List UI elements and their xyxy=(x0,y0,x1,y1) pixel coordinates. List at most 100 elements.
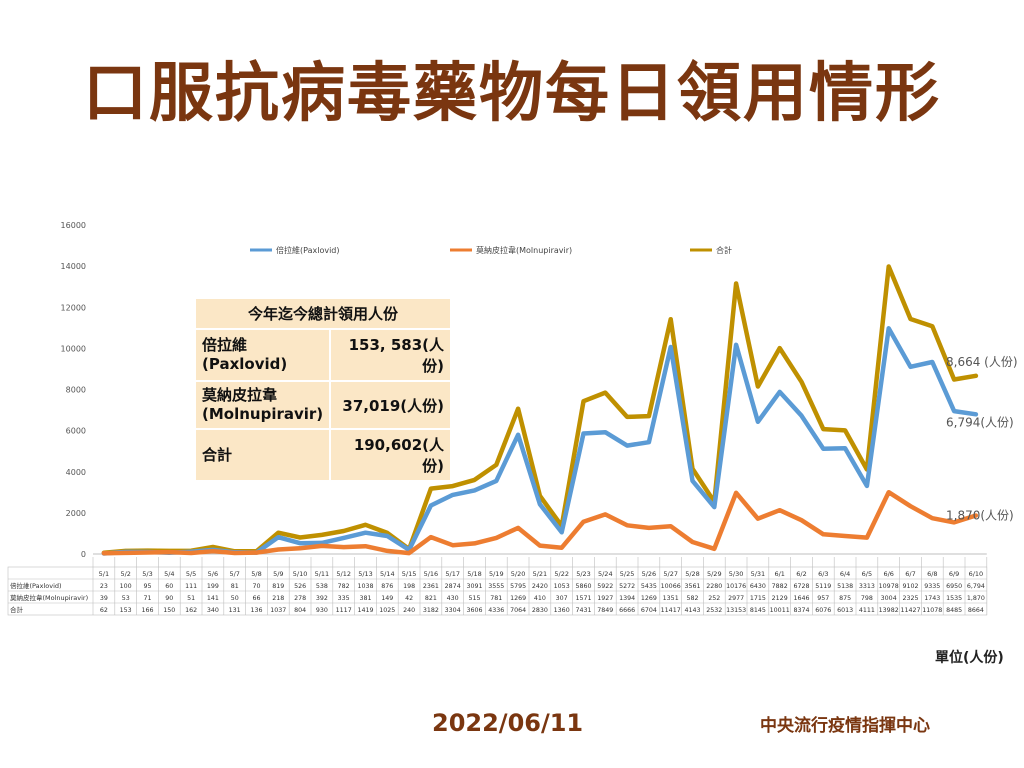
data-table-cell: 11427 xyxy=(900,607,920,614)
data-table-cell: 6728 xyxy=(793,583,809,590)
legend-label: 莫納皮拉韋(Molnupiravir) xyxy=(476,245,572,255)
x-category-label: 5/10 xyxy=(293,570,308,578)
y-tick-label: 0 xyxy=(81,550,86,559)
data-table-cell: 5138 xyxy=(837,583,853,590)
data-table-cell: 81 xyxy=(231,583,239,590)
data-table-cell: 136 xyxy=(250,607,262,614)
x-category-label: 5/11 xyxy=(315,570,330,578)
x-category-label: 5/8 xyxy=(251,570,261,578)
page-title: 口服抗病毒藥物每日領用情形 xyxy=(83,57,941,131)
data-table-cell: 4336 xyxy=(488,607,504,614)
data-table-series-label: 倍拉維(Paxlovid) xyxy=(10,581,62,590)
x-category-label: 5/27 xyxy=(663,570,678,578)
data-table-cell: 875 xyxy=(839,595,851,602)
data-table-cell: 3182 xyxy=(423,607,439,614)
data-table-cell: 3004 xyxy=(881,595,897,602)
x-category-label: 5/19 xyxy=(489,570,504,578)
data-table-cell: 153 xyxy=(120,607,132,614)
data-table-cell: 8374 xyxy=(793,607,809,614)
data-table-cell: 6076 xyxy=(815,607,831,614)
x-category-label: 6/5 xyxy=(862,570,872,578)
x-category-label: 5/29 xyxy=(707,570,722,578)
data-table-cell: 1715 xyxy=(750,595,766,602)
data-table-cell: 6666 xyxy=(619,607,635,614)
data-table-cell: 11078 xyxy=(922,607,942,614)
x-category-label: 5/16 xyxy=(424,570,439,578)
data-table-cell: 1646 xyxy=(793,595,809,602)
data-table-cell: 5795 xyxy=(510,583,526,590)
data-table-cell: 199 xyxy=(207,583,219,590)
data-table-cell: 335 xyxy=(338,595,350,602)
data-table-cell: 162 xyxy=(185,607,197,614)
summary-row-paxlovid: 倍拉維 (Paxlovid) 153, 583(人份) xyxy=(196,330,450,380)
x-category-label: 5/14 xyxy=(380,570,395,578)
data-table-cell: 1269 xyxy=(641,595,657,602)
x-category-label: 6/6 xyxy=(883,570,893,578)
data-table-cell: 6430 xyxy=(750,583,766,590)
data-table-cell: 252 xyxy=(708,595,720,602)
data-table-cell: 1419 xyxy=(357,607,373,614)
legend-label: 倍拉維(Paxlovid) xyxy=(276,245,340,255)
data-table-cell: 51 xyxy=(187,595,195,602)
data-table-cell: 957 xyxy=(817,595,829,602)
data-table-cell: 6704 xyxy=(641,607,657,614)
data-table-cell: 4143 xyxy=(684,607,700,614)
data-table-cell: 1038 xyxy=(357,583,373,590)
data-table-cell: 381 xyxy=(359,595,371,602)
data-table-cell: 1351 xyxy=(663,595,679,602)
data-table-cell: 9102 xyxy=(902,583,918,590)
summary-label-molnupiravir: 莫納皮拉韋 (Molnupiravir) xyxy=(196,382,330,428)
data-table-cell: 8145 xyxy=(750,607,766,614)
data-table-cell: 90 xyxy=(165,595,173,602)
data-table-cell: 2532 xyxy=(706,607,722,614)
data-table-cell: 821 xyxy=(425,595,437,602)
data-table-cell: 278 xyxy=(294,595,306,602)
y-tick-label: 14000 xyxy=(61,262,86,271)
summary-value-total: 190,602(人份) xyxy=(329,430,450,480)
data-table-cell: 42 xyxy=(405,595,413,602)
data-table-cell: 111 xyxy=(185,583,197,590)
summary-value-paxlovid: 153, 583(人份) xyxy=(329,330,450,380)
data-table-cell: 2361 xyxy=(423,583,439,590)
data-table-cell: 7882 xyxy=(772,583,788,590)
data-table-cell: 798 xyxy=(861,595,873,602)
x-category-label: 5/20 xyxy=(511,570,526,578)
data-table-cell: 340 xyxy=(207,607,219,614)
data-table-cell: 5860 xyxy=(575,583,591,590)
data-table-cell: 410 xyxy=(534,595,546,602)
series-end-label: 8,664 (人份) xyxy=(946,355,1018,369)
data-table-cell: 2420 xyxy=(532,583,548,590)
data-table-cell: 11417 xyxy=(661,607,681,614)
data-table-cell: 2977 xyxy=(728,595,744,602)
data-table-cell: 1743 xyxy=(924,595,940,602)
data-table-cell: 5922 xyxy=(597,583,613,590)
summary-label-total: 合計 xyxy=(196,430,330,480)
unit-label: 單位(人份) xyxy=(935,650,1004,666)
x-category-label: 5/18 xyxy=(467,570,482,578)
data-table-cell: 2874 xyxy=(445,583,461,590)
x-category-label: 5/12 xyxy=(336,570,351,578)
x-category-label: 6/3 xyxy=(818,570,828,578)
data-table-cell: 5435 xyxy=(641,583,657,590)
data-table-cell: 13153 xyxy=(726,607,746,614)
data-table-cell: 2830 xyxy=(532,607,548,614)
data-table-cell: 71 xyxy=(143,595,151,602)
x-category-label: 5/30 xyxy=(729,570,744,578)
y-tick-label: 16000 xyxy=(61,221,86,230)
data-table-cell: 3304 xyxy=(445,607,461,614)
x-category-label: 5/7 xyxy=(229,570,239,578)
x-category-label: 5/1 xyxy=(99,570,109,578)
data-table-cell: 2280 xyxy=(706,583,722,590)
data-table-cell: 131 xyxy=(229,607,241,614)
data-table-cell: 3561 xyxy=(684,583,700,590)
data-table-cell: 4111 xyxy=(859,607,875,614)
data-table-cell: 53 xyxy=(122,595,130,602)
data-table-cell: 198 xyxy=(403,583,415,590)
x-category-label: 6/7 xyxy=(905,570,915,578)
data-table-cell: 392 xyxy=(316,595,328,602)
x-category-label: 5/2 xyxy=(120,570,130,578)
data-table-cell: 1571 xyxy=(575,595,591,602)
x-category-label: 6/1 xyxy=(774,570,784,578)
x-category-label: 5/3 xyxy=(142,570,152,578)
summary-row-molnupiravir: 莫納皮拉韋 (Molnupiravir) 37,019(人份) xyxy=(196,382,450,428)
